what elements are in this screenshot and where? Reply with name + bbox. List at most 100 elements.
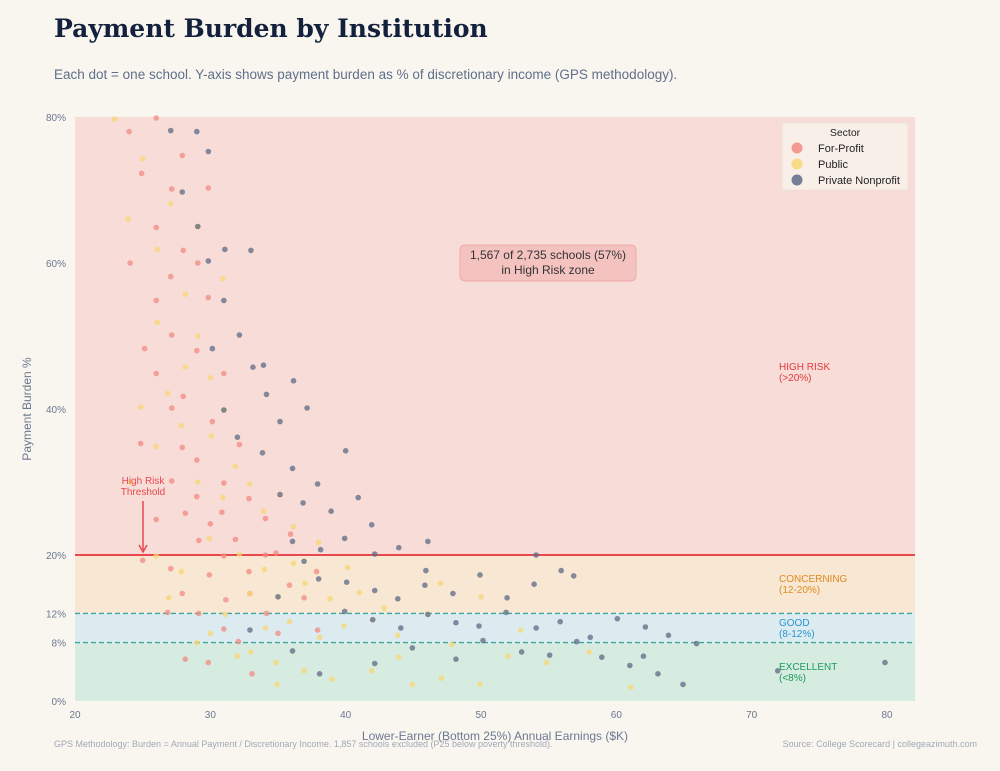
data-point-private-nonprofit — [248, 247, 254, 254]
data-point-for-profit — [207, 521, 214, 527]
data-point-private-nonprofit — [425, 538, 431, 545]
data-point-public — [167, 200, 174, 207]
data-point-private-nonprofit — [195, 223, 201, 230]
arrow-head-icon — [138, 544, 148, 554]
data-point-private-nonprofit — [221, 407, 227, 413]
data-point-for-profit — [153, 516, 159, 523]
data-point-public — [368, 668, 375, 674]
data-point-for-profit — [209, 418, 216, 425]
data-point-private-nonprofit — [222, 246, 228, 253]
data-point-private-nonprofit — [409, 645, 416, 651]
data-point-public — [139, 156, 146, 162]
data-point-private-nonprofit — [314, 481, 321, 487]
data-point-private-nonprofit — [599, 654, 605, 660]
data-point-public — [247, 481, 253, 487]
data-point-private-nonprofit — [301, 558, 307, 565]
data-point-for-profit — [180, 247, 187, 254]
data-point-private-nonprofit — [328, 508, 334, 514]
data-point-private-nonprofit — [247, 627, 253, 633]
data-point-private-nonprofit — [221, 297, 227, 304]
data-point-private-nonprofit — [558, 567, 564, 574]
data-point-for-profit — [206, 572, 213, 578]
data-point-private-nonprofit — [371, 551, 378, 557]
data-point-for-profit — [205, 294, 212, 301]
data-point-public — [164, 390, 171, 397]
data-point-public — [127, 479, 133, 485]
data-point-for-profit — [153, 370, 159, 377]
legend-item[interactable]: Public — [818, 159, 848, 171]
data-point-private-nonprofit — [882, 659, 888, 666]
data-point-private-nonprofit — [205, 258, 212, 264]
data-point-public — [111, 116, 118, 122]
data-point-private-nonprofit — [425, 611, 431, 618]
legend-item[interactable]: For-Profit — [818, 143, 864, 155]
data-point-public — [194, 639, 200, 646]
data-point-for-profit — [232, 536, 239, 543]
data-point-for-profit — [139, 557, 146, 564]
data-point-public — [207, 375, 214, 381]
data-point-public — [290, 524, 297, 530]
x-tick-label: 50 — [475, 710, 487, 721]
data-point-private-nonprofit — [395, 596, 401, 602]
source-note: Source: College Scorecard | collegeazimu… — [782, 739, 977, 749]
data-point-public — [477, 681, 483, 688]
y-tick-label: 60% — [46, 259, 66, 270]
data-point-private-nonprofit — [317, 546, 324, 553]
data-point-private-nonprofit — [587, 634, 594, 641]
zone-range-label: (8-12%) — [779, 629, 815, 640]
zone-high-risk — [75, 117, 915, 555]
x-tick-label: 40 — [340, 710, 352, 721]
data-point-public — [247, 590, 253, 597]
data-point-public — [262, 625, 269, 631]
data-point-private-nonprofit — [533, 625, 539, 631]
data-point-private-nonprofit — [341, 608, 348, 615]
data-point-private-nonprofit — [304, 405, 310, 411]
data-point-for-profit — [221, 480, 227, 486]
data-point-private-nonprofit — [179, 189, 186, 195]
data-point-for-profit — [301, 595, 307, 601]
data-point-private-nonprofit — [573, 638, 580, 645]
annotation-line1: 1,567 of 2,735 schools (57%) — [470, 248, 626, 262]
zone-good — [75, 613, 915, 643]
data-point-for-profit — [262, 515, 269, 522]
data-point-for-profit — [167, 565, 174, 572]
legend-item[interactable]: Private Nonprofit — [818, 175, 900, 187]
data-point-public — [153, 443, 159, 450]
data-point-private-nonprofit — [627, 662, 633, 669]
data-point-for-profit — [127, 260, 133, 266]
legend-marker-icon — [791, 158, 803, 170]
data-point-public — [628, 684, 634, 691]
data-point-for-profit — [182, 510, 189, 516]
data-point-for-profit — [164, 609, 171, 616]
legend — [781, 122, 909, 191]
data-point-private-nonprofit — [693, 640, 700, 647]
legend-marker-icon — [791, 142, 803, 154]
data-point-for-profit — [221, 626, 227, 632]
data-point-for-profit — [221, 553, 227, 559]
data-point-private-nonprofit — [640, 653, 647, 659]
data-point-public — [327, 596, 333, 602]
data-point-private-nonprofit — [260, 362, 267, 369]
data-point-public — [222, 611, 228, 618]
y-tick-label: 8% — [52, 639, 67, 650]
data-point-private-nonprofit — [371, 587, 378, 594]
threshold-label: Threshold — [121, 487, 165, 498]
data-point-for-profit — [141, 345, 148, 352]
data-point-public — [286, 618, 293, 625]
data-point-for-profit — [219, 509, 225, 515]
data-point-public — [505, 653, 511, 659]
data-point-for-profit — [205, 659, 212, 666]
y-tick-label: 0% — [52, 697, 67, 708]
x-tick-label: 20 — [69, 710, 81, 721]
data-point-for-profit — [194, 347, 200, 354]
zone-label: GOOD — [779, 618, 810, 629]
zone-range-label: (>20%) — [779, 373, 812, 384]
page-subtitle: Each dot = one school. Y-axis shows paym… — [54, 67, 678, 82]
data-point-private-nonprofit — [423, 567, 429, 574]
data-point-private-nonprofit — [343, 579, 350, 585]
data-point-private-nonprofit — [194, 128, 200, 135]
data-point-public — [316, 634, 323, 641]
data-point-private-nonprofit — [450, 590, 456, 597]
data-point-public — [517, 627, 524, 633]
data-point-for-profit — [179, 590, 186, 597]
